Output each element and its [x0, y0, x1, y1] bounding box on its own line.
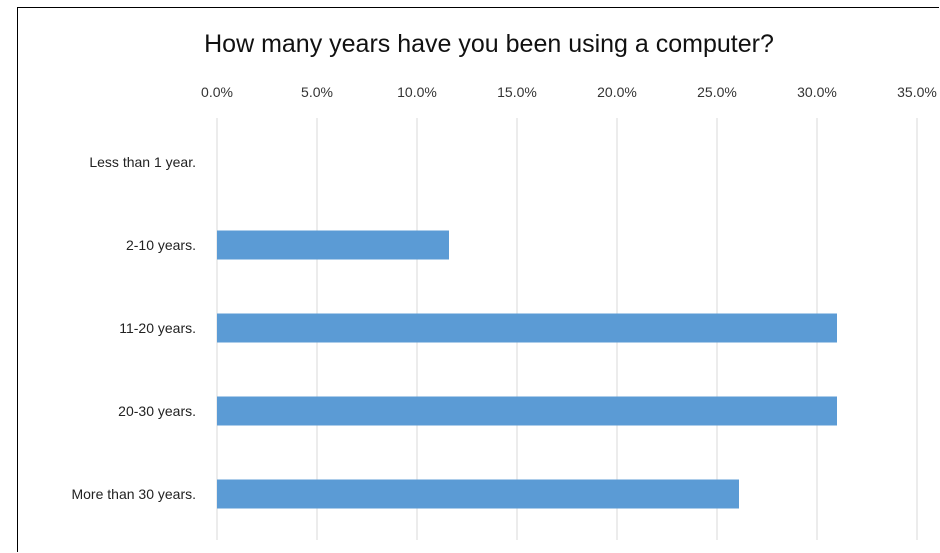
category-label: More than 30 years.: [71, 486, 196, 502]
bar: [217, 396, 837, 426]
x-tick-label: 0.0%: [201, 84, 233, 100]
category-label: Less than 1 year.: [89, 154, 196, 170]
chart-title: How many years have you been using a com…: [204, 30, 774, 58]
bars: [217, 230, 837, 509]
category-label: 11-20 years.: [119, 320, 196, 336]
x-tick-label: 35.0%: [897, 84, 937, 100]
x-tick-label: 15.0%: [497, 84, 537, 100]
category-label: 2-10 years.: [126, 237, 196, 253]
category-labels: Less than 1 year. 2-10 years. 11-20 years.…: [71, 154, 196, 502]
x-tick-label: 30.0%: [797, 84, 837, 100]
chart-frame: [17, 7, 939, 552]
x-tick-label: 25.0%: [697, 84, 737, 100]
bar: [217, 230, 449, 260]
x-tick-labels: 0.0% 5.0% 10.0% 15.0% 20.0% 25.0% 30.0% 35.0%: [201, 84, 937, 100]
bar: [217, 313, 837, 343]
x-tick-label: 5.0%: [301, 84, 333, 100]
bar: [217, 479, 739, 509]
x-tick-label: 20.0%: [597, 84, 637, 100]
category-label: 20-30 years.: [118, 403, 196, 419]
x-tick-label: 10.0%: [397, 84, 437, 100]
